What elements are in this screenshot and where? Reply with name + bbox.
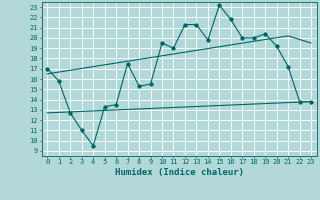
X-axis label: Humidex (Indice chaleur): Humidex (Indice chaleur) [115, 168, 244, 177]
